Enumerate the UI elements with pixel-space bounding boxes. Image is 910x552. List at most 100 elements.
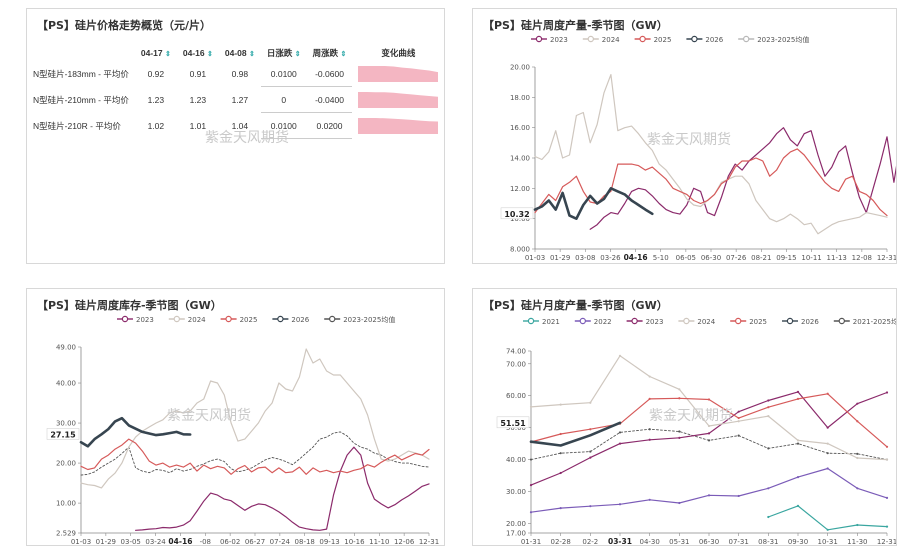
legend-item[interactable]: 2023-2025均值 [738,35,809,44]
cell-value: 1.04 [231,120,249,131]
x-tick-label: 08-18 [295,538,315,545]
y-tick-label: 40.00 [56,380,76,388]
current-value-box [500,207,534,220]
x-tick-label: 02-2 [582,538,598,545]
series-line-2023 [134,446,430,531]
x-tick-label: 12-31 [877,254,896,262]
data-point [678,436,681,439]
data-point [529,405,533,408]
data-point [796,442,800,445]
table-row: N型硅片-210R - 平均价 1.02 1.01 1.04 0.0100 0.… [33,112,444,139]
data-point [707,439,711,442]
legend-item[interactable]: 2023-2025均值 [324,315,395,324]
legend-item[interactable]: 2024 [168,315,206,324]
y-tick-label: 70.00 [506,360,526,368]
x-tick-label: 08-21 [751,254,771,262]
data-point [618,421,622,424]
x-tick-label: 10-16 [344,538,365,545]
sort-icon[interactable]: ⇕ [340,51,347,58]
cell-value: 1.27 [231,94,249,105]
series-line-2026 [529,421,622,447]
legend-label: 2023 [136,316,154,324]
legend-item[interactable]: 2025 [220,315,258,324]
data-point [737,494,740,498]
data-point [767,515,770,519]
legend-item[interactable]: 2021-2025均值 [833,317,896,326]
y-tick-label: 50.00 [506,424,526,432]
header-weekly-change[interactable]: 周涨跌 ⇕ [312,48,347,58]
chart-title: 【PS】硅片周度产量-季节图（GW） [483,19,668,32]
x-tick-label: 04-16 [168,537,192,545]
row-name: N型硅片-183mm - 平均价 [33,68,129,79]
header-daily-change[interactable]: 日涨跌 ⇕ [266,48,301,58]
legend-item[interactable]: 2025 [634,35,672,44]
x-tick-label: 07-24 [270,538,291,545]
legend-marker [579,317,587,325]
legend-label: 2024 [602,36,620,44]
legend-item[interactable]: 2026 [272,315,310,324]
legend-marker [683,317,690,325]
cell-daily-change: 0.0100 [260,112,307,139]
data-point [826,426,829,429]
legend-marker [329,315,336,323]
legend-label: 2023 [646,318,664,326]
legend-item[interactable]: 2023 [531,35,568,44]
sort-icon[interactable]: ⇕ [249,51,255,58]
data-point [856,452,859,455]
sparkline-cell [352,61,444,87]
y-tick-label: 10.00 [510,215,530,223]
legend-item[interactable]: 2024 [678,317,716,326]
legend-marker [527,317,535,325]
sort-icon[interactable]: ⇕ [207,51,213,58]
current-value-label: 10.32 [504,210,529,219]
legend-marker [587,35,595,43]
x-tick-label: 04-30 [639,538,659,545]
y-tick-label: 30.00 [506,488,526,496]
data-point [589,434,592,437]
cell-value: 1.23 [189,94,207,105]
current-value-box [46,428,80,440]
legend-label: 2024 [188,316,206,324]
legend-item[interactable]: 2022 [574,317,612,326]
data-point [737,410,740,413]
legend-item[interactable]: 2021 [523,317,560,326]
legend-label: 2025 [240,316,258,324]
cell-weekly-change: 0.0200 [306,112,353,139]
legend-item[interactable]: 2025 [730,317,767,326]
legend-marker [121,315,129,323]
legend-item[interactable]: 2026 [782,317,819,326]
y-tick-label: 20.00 [510,64,530,72]
watermark: 紫金天风期货 [167,408,251,424]
data-point [559,471,562,475]
data-point [559,452,562,455]
legend-label: 2026 [705,36,723,44]
data-point [826,392,829,395]
sort-icon[interactable]: ⇕ [165,51,171,58]
header-date-2[interactable]: 04-16 ⇕ [182,48,213,58]
legend-item[interactable]: 2026 [686,35,724,44]
watermark: 紫金天风期货 [205,130,289,146]
cell-weekly-change: -0.0400 [306,86,353,113]
legend-label: 2022 [594,318,612,326]
x-tick-label: 03-08 [575,254,595,262]
legend-marker [735,317,742,325]
x-tick-label: 5-10 [653,254,669,262]
data-point [559,444,562,447]
data-point [856,523,859,527]
legend-item[interactable]: 2023 [117,315,154,324]
y-tick-label: 40.00 [506,456,526,464]
data-point [589,428,592,431]
legend-item[interactable]: 2023 [626,317,664,326]
x-tick-label: 12-06 [394,538,415,545]
sort-icon[interactable]: ⇕ [294,51,301,58]
cell-value: 1.02 [147,120,165,131]
data-point [767,415,770,418]
data-point [589,456,592,459]
legend-item[interactable]: 2024 [582,35,620,44]
x-tick-label: 07-26 [726,254,747,262]
y-tick-label: 74.00 [506,348,526,356]
header-date-1[interactable]: 04-17 ⇕ [140,48,171,58]
data-point [826,528,829,531]
table-row: N型硅片-210mm - 平均价 1.23 1.23 1.27 0 -0.040… [33,86,444,113]
header-date-3[interactable]: 04-08 ⇕ [224,48,255,58]
